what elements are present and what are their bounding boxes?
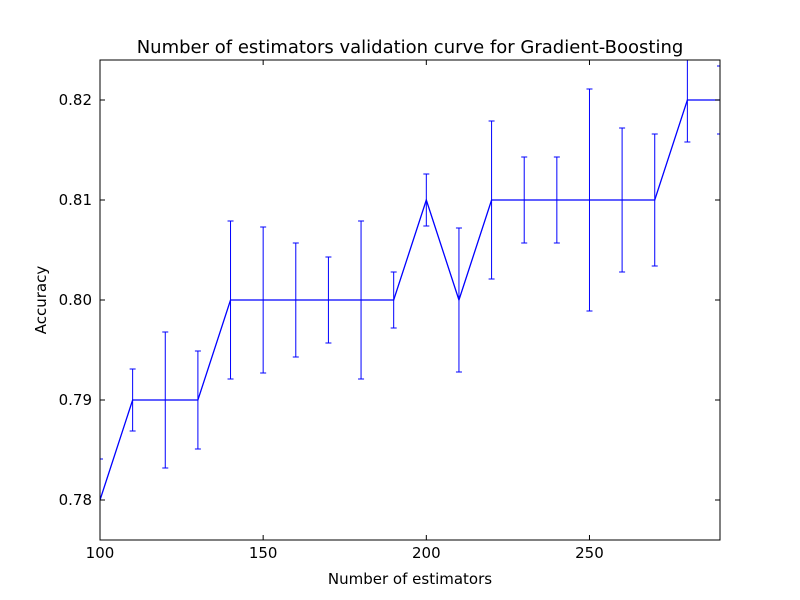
ticks-layer: 100 150 200 250 0.78 0.79 0.80 0.81 0.82 bbox=[59, 60, 720, 562]
x-tick-label: 100 bbox=[86, 544, 115, 562]
y-tick-label: 0.78 bbox=[59, 491, 92, 509]
y-tick-label: 0.79 bbox=[59, 391, 92, 409]
x-axis-label: Number of estimators bbox=[328, 570, 492, 588]
plot-frame bbox=[99, 59, 721, 541]
x-tick-label: 250 bbox=[575, 544, 604, 562]
chart-title: Number of estimators validation curve fo… bbox=[137, 37, 684, 58]
y-tick-label: 0.81 bbox=[59, 191, 92, 209]
x-tick-label: 150 bbox=[249, 544, 278, 562]
x-tick-label: 200 bbox=[412, 544, 441, 562]
accuracy-line bbox=[100, 99, 720, 501]
y-tick-label: 0.80 bbox=[59, 291, 92, 309]
y-tick-label: 0.82 bbox=[59, 91, 92, 109]
y-axis-label: Accuracy bbox=[32, 266, 50, 335]
series-layer bbox=[100, 60, 720, 540]
